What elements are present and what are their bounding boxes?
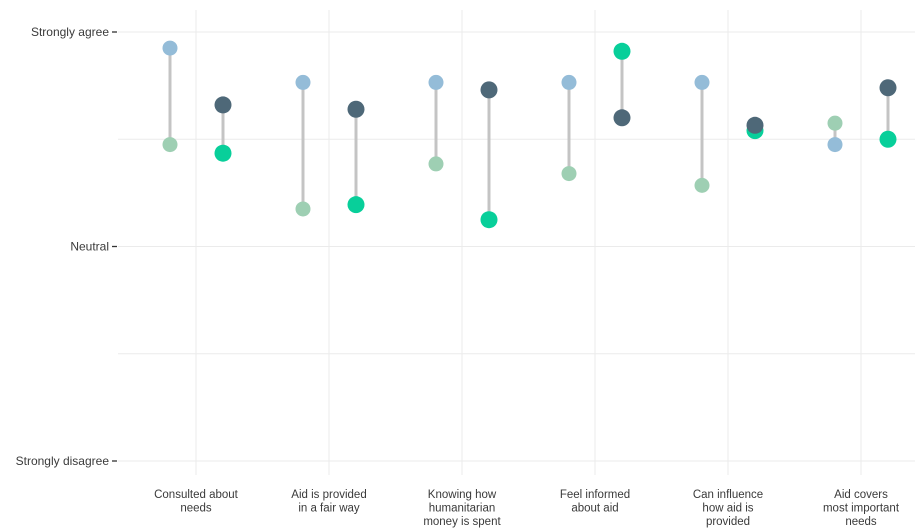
data-point — [428, 156, 444, 172]
data-point — [561, 74, 577, 90]
x-tick-label: Aid is provided — [291, 489, 366, 501]
data-point — [827, 115, 843, 131]
data-point — [561, 166, 577, 182]
x-tick-label: humanitarian — [429, 503, 495, 515]
y-axis: Strongly disagree Neutral Strongly agree — [16, 25, 117, 468]
data-point — [428, 74, 444, 90]
y-tick-label: Strongly disagree — [16, 454, 110, 468]
data-point — [162, 137, 178, 153]
x-axis: Consulted about needs Aid is provided in a … — [154, 489, 900, 528]
data-point — [613, 109, 631, 127]
x-tick-label: Aid covers — [834, 489, 888, 501]
x-tick-label: provided — [706, 516, 750, 528]
x-tick-label: needs — [845, 516, 877, 528]
data-point — [214, 96, 232, 114]
x-tick-label: in a fair way — [298, 503, 360, 515]
x-tick-label: Feel informed — [560, 489, 630, 501]
x-tick-label: money is spent — [423, 516, 501, 528]
data-point — [613, 42, 631, 60]
data-point — [347, 100, 365, 118]
x-tick-label: needs — [180, 503, 212, 515]
x-tick-label: most important — [823, 503, 900, 515]
data-point — [879, 79, 897, 97]
grid — [118, 10, 915, 475]
data-point — [827, 137, 843, 153]
y-tick-label: Strongly agree — [31, 25, 109, 39]
y-tick-label: Neutral — [70, 240, 109, 254]
x-tick-label: how aid is — [702, 503, 753, 515]
data-point — [746, 116, 764, 134]
data-point — [480, 81, 498, 99]
data-point — [694, 74, 710, 90]
data-point — [214, 144, 232, 162]
x-tick-label: about aid — [571, 503, 618, 515]
data-point — [162, 40, 178, 56]
x-tick-label: Knowing how — [428, 489, 497, 501]
data-point — [879, 130, 897, 148]
data-point — [480, 211, 498, 229]
data-point — [347, 196, 365, 214]
data-marks — [162, 40, 897, 229]
data-point — [295, 74, 311, 90]
data-point — [295, 201, 311, 217]
x-tick-label: Consulted about — [154, 489, 239, 501]
data-point — [694, 177, 710, 193]
x-tick-label: Can influence — [693, 489, 763, 501]
